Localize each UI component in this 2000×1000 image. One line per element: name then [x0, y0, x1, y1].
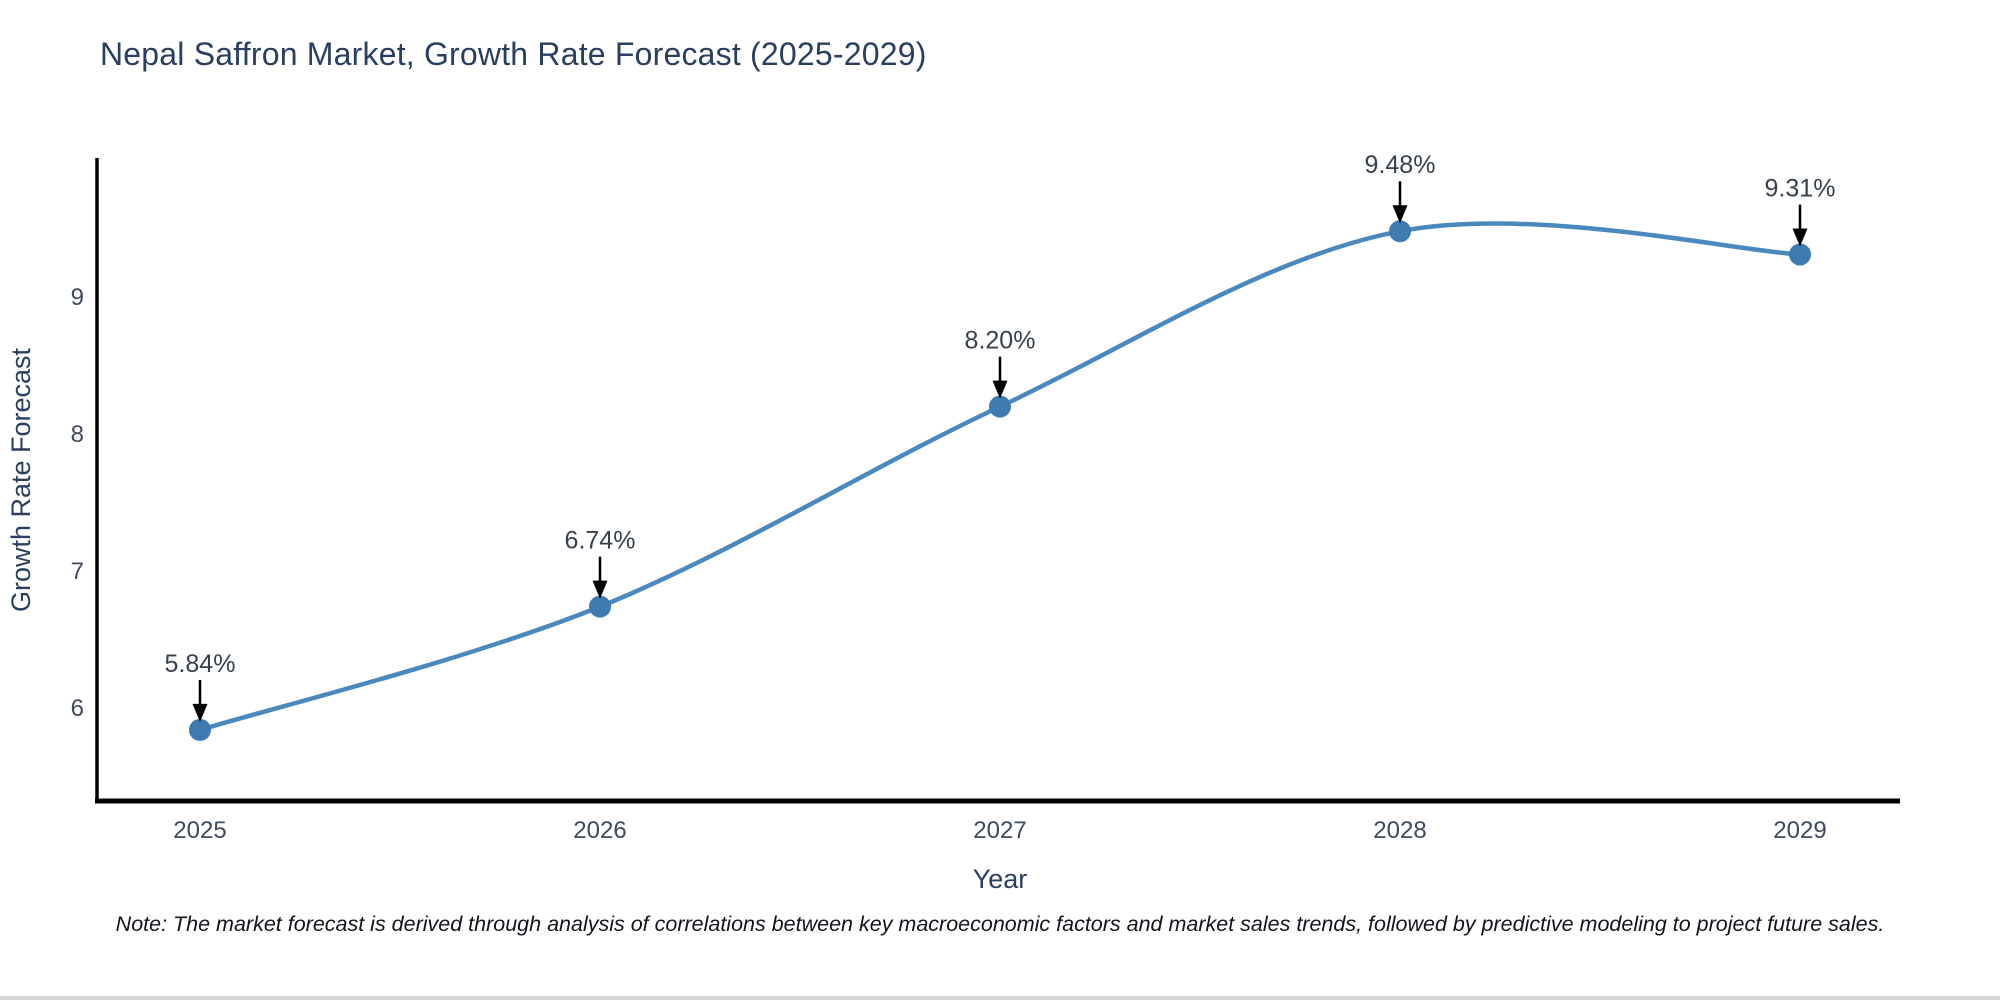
x-tick-label: 2026 [573, 817, 626, 844]
y-tick-label: 7 [71, 558, 84, 585]
data-point-marker [989, 395, 1011, 418]
data-point-marker [1789, 243, 1811, 266]
y-tick-label: 9 [71, 284, 84, 311]
y-tick-label: 6 [71, 695, 84, 722]
data-point-marker [1389, 220, 1411, 243]
x-tick-label: 2025 [173, 817, 226, 844]
y-tick-label: 8 [71, 421, 84, 448]
x-tick-label: 2027 [973, 817, 1026, 844]
annotation-arrow-head [1392, 205, 1408, 224]
bottom-divider [0, 996, 2000, 1000]
annotation-arrow-head [992, 380, 1008, 399]
chart-title: Nepal Saffron Market, Growth Rate Foreca… [100, 36, 927, 72]
data-point-marker [189, 718, 211, 741]
forecast-line [197, 221, 1803, 733]
x-axis-title: Year [973, 864, 1028, 894]
data-point-marker [589, 595, 611, 618]
point-value-label: 6.74% [565, 527, 636, 555]
point-value-label: 9.48% [1365, 151, 1436, 179]
x-tick-label: 2028 [1373, 817, 1426, 844]
annotation-arrow-head [592, 580, 608, 599]
chart-note: Note: The market forecast is derived thr… [115, 912, 1885, 936]
point-value-label: 9.31% [1765, 175, 1836, 203]
point-value-label: 8.20% [965, 327, 1036, 355]
annotation-arrow-head [192, 703, 208, 722]
y-axis-title: Growth Rate Forecast [6, 347, 36, 612]
x-tick-label: 2029 [1773, 817, 1826, 844]
point-value-label: 5.84% [165, 650, 236, 678]
annotation-arrow-head [1792, 228, 1808, 247]
